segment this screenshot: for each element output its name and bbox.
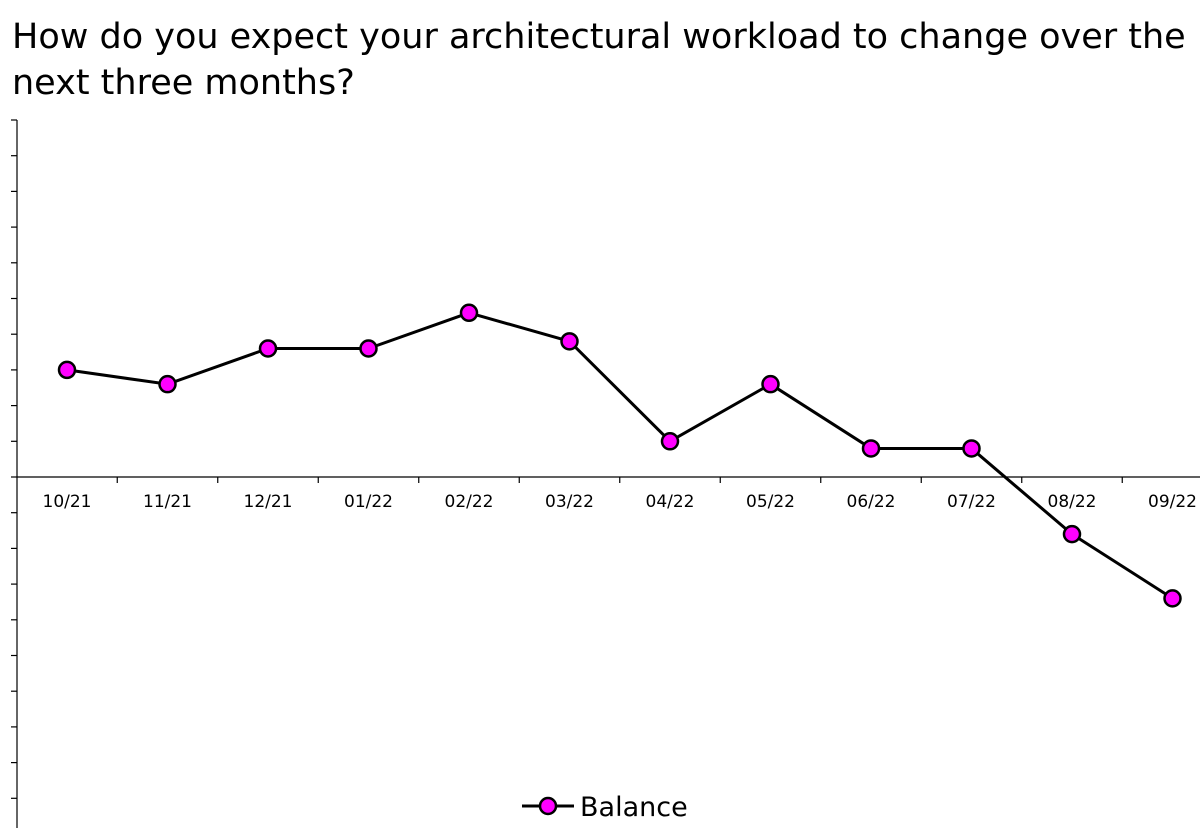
series-balance	[57, 303, 1182, 608]
x-axis: 10/21 11/21 12/21 01/22 02/22 03/22 04/22 05/22…	[17, 476, 1200, 512]
x-tick-label: 05/22	[746, 492, 795, 512]
legend: Balance	[522, 792, 688, 823]
x-tick-label: 10/21	[43, 492, 92, 512]
data-point	[1062, 524, 1082, 544]
x-tick-label: 12/21	[244, 492, 293, 512]
x-tick-label: 09/22	[1148, 492, 1197, 512]
legend-label: Balance	[580, 792, 688, 823]
data-point	[359, 339, 378, 358]
data-point	[962, 439, 981, 458]
data-point	[1163, 589, 1182, 608]
x-tick-label: 04/22	[646, 492, 695, 512]
chart-title: How do you expect your architectural wor…	[12, 17, 1186, 103]
y-axis	[11, 119, 18, 828]
x-tick-label: 01/22	[344, 492, 393, 512]
data-point	[258, 339, 278, 358]
data-point	[57, 360, 77, 380]
x-tick-label: 02/22	[445, 492, 494, 512]
data-point	[158, 374, 177, 394]
data-point	[861, 439, 881, 458]
data-point	[660, 432, 680, 451]
x-tick-label: 03/22	[545, 492, 594, 512]
data-point	[761, 374, 780, 394]
x-tick-label: 06/22	[847, 492, 896, 512]
data-point	[459, 303, 479, 323]
legend-marker	[538, 796, 558, 816]
series-line	[66, 311, 1174, 600]
x-tick-label: 11/21	[143, 492, 192, 512]
x-tick-label: 08/22	[1048, 492, 1097, 512]
x-tick-label: 07/22	[947, 492, 996, 512]
data-point	[560, 332, 579, 351]
